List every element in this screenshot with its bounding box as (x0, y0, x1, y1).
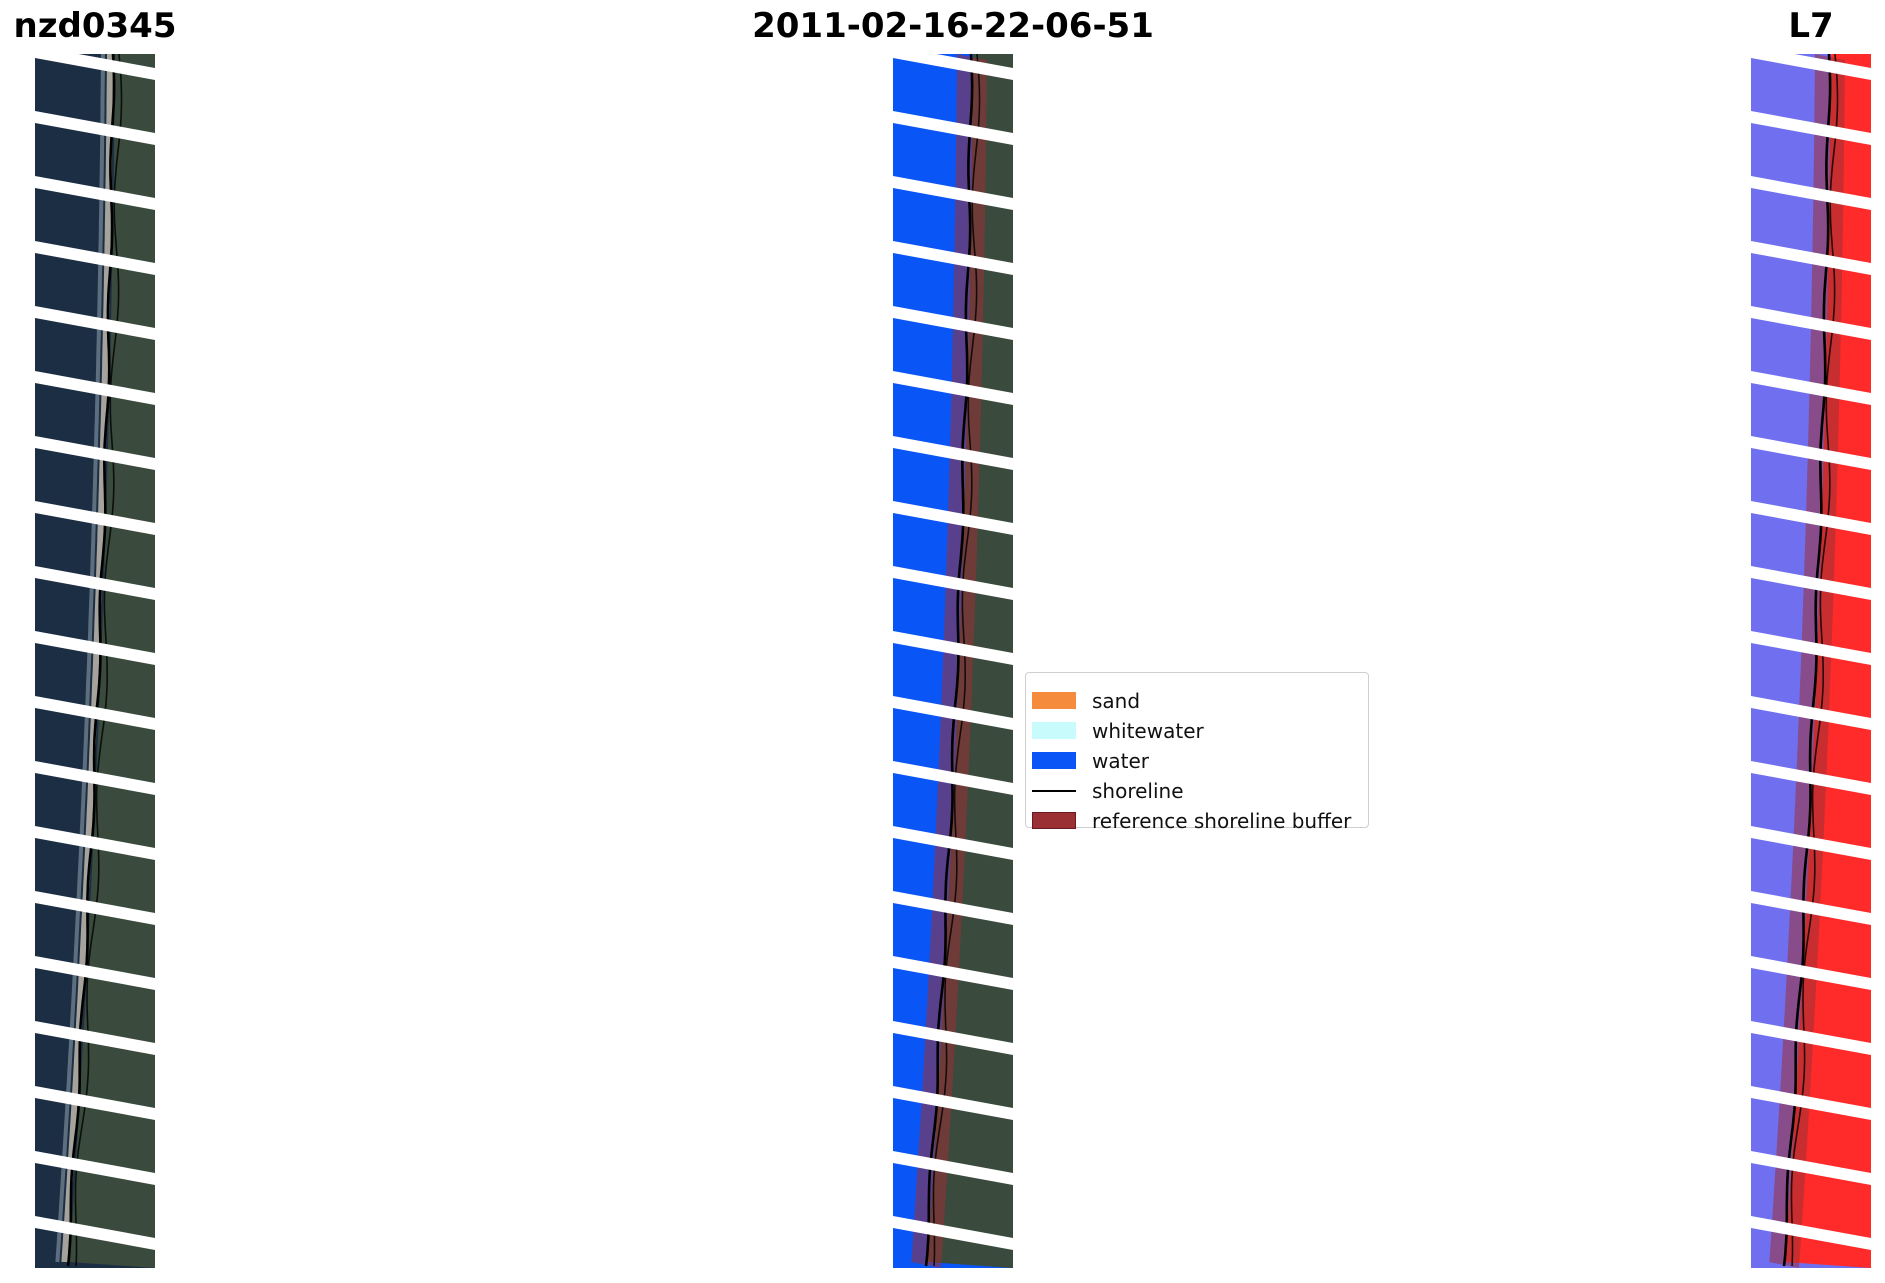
classified-image-panel (893, 54, 1013, 1268)
scanline-gaps (35, 54, 155, 1250)
shoreline-swatch (1032, 790, 1076, 792)
scanline-gaps (1751, 54, 1871, 1250)
water-index-image (1751, 54, 1871, 1268)
whitewater-swatch (1032, 722, 1076, 739)
scanline-gaps (893, 54, 1013, 1250)
legend-label-shoreline: shoreline (1092, 779, 1184, 803)
legend-label-reference-buffer: reference shoreline buffer (1092, 809, 1352, 833)
legend: sand whitewater water shoreline referenc… (1025, 672, 1369, 833)
legend-label-water: water (1092, 749, 1149, 773)
sand-swatch (1032, 692, 1076, 709)
reference-buffer-swatch (1032, 812, 1076, 829)
panel-title-site: nzd0345 (13, 6, 177, 46)
water-index-panel (1751, 54, 1871, 1268)
panel-title-date: 2011-02-16-22-06-51 (752, 6, 1154, 46)
rgb-image-panel (35, 54, 155, 1268)
land-area (69, 54, 155, 1268)
rgb-satellite-image (35, 54, 155, 1268)
legend-label-sand: sand (1092, 689, 1141, 713)
panel-title-satellite: L7 (1788, 6, 1834, 46)
classified-satellite-image (893, 54, 1013, 1268)
water-swatch (1032, 752, 1076, 769)
legend-label-whitewater: whitewater (1092, 719, 1204, 743)
